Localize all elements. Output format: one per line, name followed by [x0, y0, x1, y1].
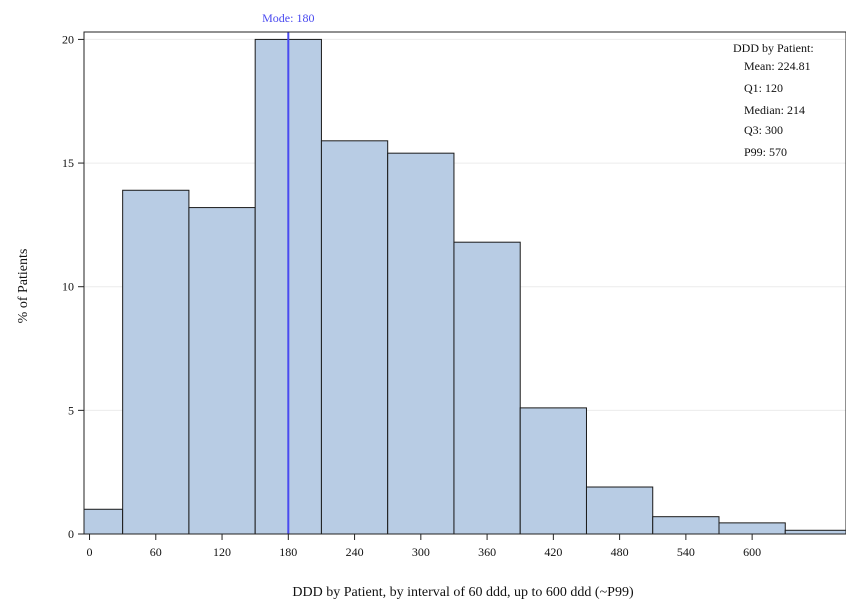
x-tick-label: 180	[279, 545, 297, 559]
y-tick-label: 0	[68, 527, 74, 541]
stats-q3: Q3: 300	[744, 123, 783, 137]
x-tick-label: 300	[412, 545, 430, 559]
y-tick-label: 5	[68, 403, 74, 417]
histogram-bar	[718, 522, 786, 535]
histogram-bar	[519, 407, 587, 535]
y-axis-title: % of Patients	[16, 249, 31, 324]
plot-frame	[83, 31, 846, 535]
histogram-bar	[122, 189, 190, 535]
stats-q1: Q1: 120	[744, 81, 783, 95]
stats-box: DDD by Patient: Mean: 224.81 Q1: 120 Med…	[733, 41, 814, 159]
x-axis: 0 60 120 180 240 300 360 420 480 540 600	[87, 534, 761, 559]
stats-title: DDD by Patient:	[733, 41, 814, 55]
histogram-bar	[83, 508, 124, 535]
x-tick-label: 540	[677, 545, 695, 559]
stats-median: Median: 214	[744, 103, 805, 117]
histogram-bar	[188, 207, 256, 535]
stats-mean: Mean: 224.81	[744, 59, 811, 73]
y-tick-label: 20	[62, 32, 74, 46]
histogram-bar	[387, 152, 455, 535]
histogram-bar	[652, 516, 720, 535]
histogram-bar	[585, 486, 654, 535]
x-tick-label: 480	[611, 545, 629, 559]
y-tick-label: 10	[62, 280, 74, 294]
x-tick-label: 240	[346, 545, 364, 559]
x-tick-label: 600	[743, 545, 761, 559]
histogram-bar	[320, 140, 389, 535]
x-tick-label: 420	[544, 545, 562, 559]
x-axis-title: DDD by Patient, by interval of 60 ddd, u…	[292, 585, 634, 600]
stats-p99: P99: 570	[744, 145, 787, 159]
x-tick-label: 120	[213, 545, 231, 559]
x-tick-label: 360	[478, 545, 496, 559]
y-tick-label: 15	[62, 156, 74, 170]
histogram-bar	[784, 529, 846, 535]
histogram-bar	[453, 241, 521, 535]
y-axis: 0 5 10 15 20	[62, 32, 84, 541]
histogram-bars	[83, 38, 846, 535]
x-tick-label: 0	[87, 545, 93, 559]
x-tick-label: 60	[150, 545, 162, 559]
mode-label: Mode: 180	[262, 11, 314, 25]
